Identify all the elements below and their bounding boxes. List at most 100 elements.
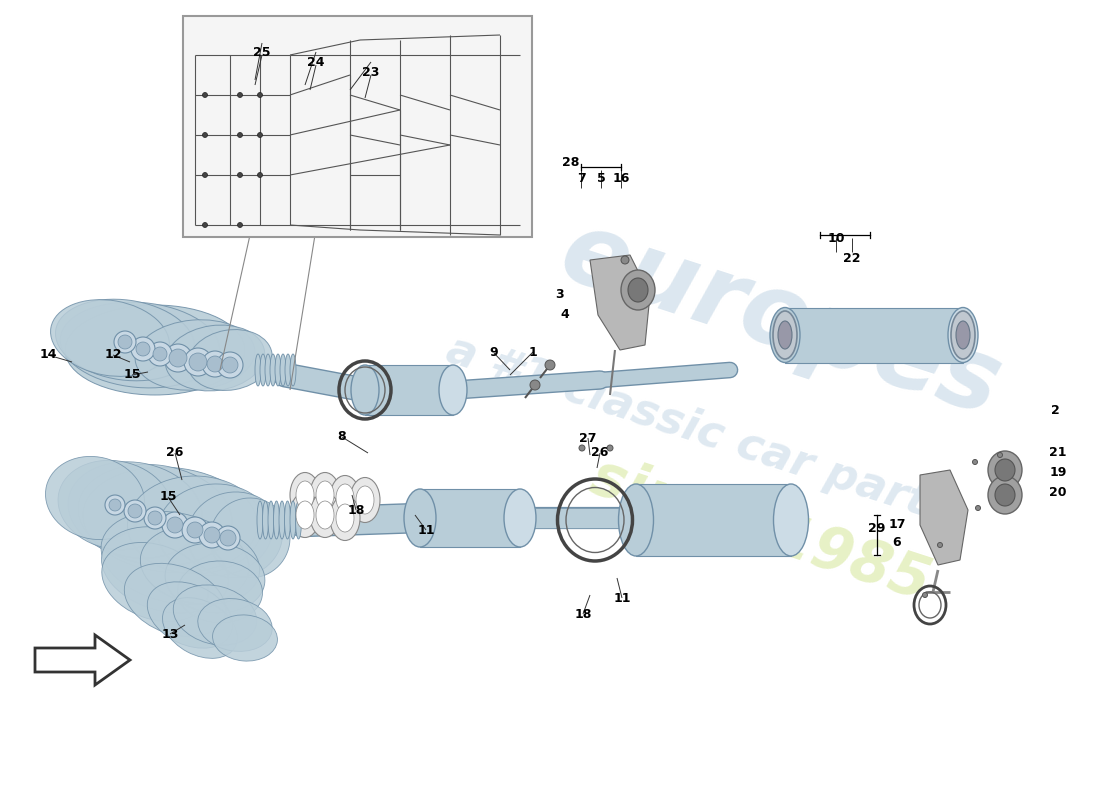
Text: 3: 3 <box>556 289 564 302</box>
Text: 2: 2 <box>1050 403 1059 417</box>
Ellipse shape <box>296 481 314 509</box>
Circle shape <box>238 173 242 178</box>
Text: 13: 13 <box>162 627 178 641</box>
Circle shape <box>202 93 208 98</box>
Circle shape <box>187 522 204 538</box>
Polygon shape <box>590 255 650 350</box>
Ellipse shape <box>124 563 226 637</box>
Ellipse shape <box>280 354 286 386</box>
Circle shape <box>131 337 155 361</box>
Ellipse shape <box>263 501 268 539</box>
Ellipse shape <box>270 354 276 386</box>
Text: 1: 1 <box>529 346 538 358</box>
Bar <box>636 484 791 556</box>
Text: since 1985: since 1985 <box>583 448 937 612</box>
Ellipse shape <box>296 501 314 529</box>
Text: europes: europes <box>548 203 1012 437</box>
Text: 18: 18 <box>348 503 365 517</box>
Ellipse shape <box>956 321 970 349</box>
Circle shape <box>222 357 238 373</box>
Text: 18: 18 <box>574 607 592 621</box>
Circle shape <box>182 517 208 543</box>
Ellipse shape <box>165 325 265 391</box>
Ellipse shape <box>350 478 380 522</box>
Ellipse shape <box>336 504 354 532</box>
Ellipse shape <box>998 453 1002 458</box>
Text: 21: 21 <box>1049 446 1067 458</box>
Ellipse shape <box>102 542 208 622</box>
Text: 25: 25 <box>253 46 271 58</box>
Circle shape <box>202 173 208 178</box>
Ellipse shape <box>356 486 374 514</box>
Circle shape <box>184 348 212 376</box>
Ellipse shape <box>45 457 144 539</box>
Ellipse shape <box>265 354 271 386</box>
Text: 12: 12 <box>104 349 122 362</box>
Ellipse shape <box>290 501 296 539</box>
Ellipse shape <box>257 501 263 539</box>
Ellipse shape <box>101 511 249 605</box>
Text: 11: 11 <box>417 523 434 537</box>
Circle shape <box>153 347 167 361</box>
Ellipse shape <box>198 598 272 651</box>
Circle shape <box>109 499 121 511</box>
Text: 10: 10 <box>827 231 845 245</box>
Text: 26: 26 <box>166 446 184 459</box>
Ellipse shape <box>778 321 792 349</box>
Circle shape <box>104 495 125 515</box>
Ellipse shape <box>157 484 273 576</box>
Text: 28: 28 <box>562 155 580 169</box>
Ellipse shape <box>310 473 340 518</box>
Ellipse shape <box>976 506 980 510</box>
Circle shape <box>217 352 243 378</box>
Ellipse shape <box>212 615 277 661</box>
Text: 15: 15 <box>160 490 177 503</box>
Circle shape <box>207 356 223 372</box>
Ellipse shape <box>579 445 585 451</box>
Text: 27: 27 <box>580 431 596 445</box>
Text: 6: 6 <box>893 535 901 549</box>
Ellipse shape <box>948 307 978 362</box>
Ellipse shape <box>996 484 1015 506</box>
Ellipse shape <box>952 311 975 359</box>
Bar <box>365 365 453 415</box>
Text: 23: 23 <box>362 66 380 78</box>
Ellipse shape <box>285 501 290 539</box>
FancyBboxPatch shape <box>183 16 532 237</box>
Ellipse shape <box>51 300 169 376</box>
Circle shape <box>204 527 220 543</box>
Ellipse shape <box>351 365 380 415</box>
Ellipse shape <box>330 495 360 541</box>
Ellipse shape <box>128 476 263 574</box>
Ellipse shape <box>65 305 245 395</box>
Text: 22: 22 <box>844 251 860 265</box>
Circle shape <box>530 380 540 390</box>
Ellipse shape <box>68 462 202 558</box>
Ellipse shape <box>290 493 320 538</box>
Ellipse shape <box>188 330 272 390</box>
Circle shape <box>199 522 226 548</box>
Circle shape <box>202 133 208 138</box>
Circle shape <box>124 500 146 522</box>
Ellipse shape <box>255 354 261 386</box>
Ellipse shape <box>274 501 279 539</box>
Ellipse shape <box>55 299 195 381</box>
Circle shape <box>257 133 263 138</box>
Circle shape <box>167 517 183 533</box>
Ellipse shape <box>618 484 653 556</box>
Ellipse shape <box>165 543 265 613</box>
Text: 7: 7 <box>576 171 585 185</box>
Ellipse shape <box>439 365 468 415</box>
Ellipse shape <box>773 311 798 359</box>
Ellipse shape <box>135 320 255 390</box>
Ellipse shape <box>628 278 648 302</box>
Circle shape <box>128 504 142 518</box>
Ellipse shape <box>141 526 260 605</box>
Ellipse shape <box>607 445 613 451</box>
Ellipse shape <box>78 464 232 566</box>
Text: 16: 16 <box>613 171 629 185</box>
Ellipse shape <box>58 460 172 550</box>
Ellipse shape <box>210 498 290 578</box>
Ellipse shape <box>82 467 257 573</box>
Circle shape <box>148 342 172 366</box>
